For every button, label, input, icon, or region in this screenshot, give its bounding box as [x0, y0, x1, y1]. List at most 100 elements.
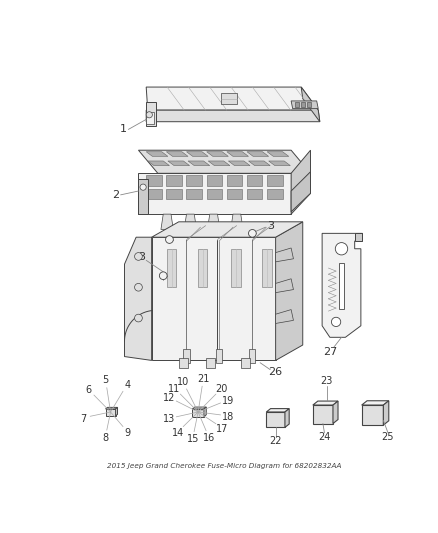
Text: 17: 17 [215, 424, 228, 434]
Polygon shape [207, 189, 222, 199]
Polygon shape [188, 161, 210, 166]
Polygon shape [124, 237, 152, 360]
Polygon shape [355, 233, 362, 241]
Polygon shape [207, 175, 222, 185]
Polygon shape [301, 87, 320, 122]
Text: 16: 16 [203, 433, 215, 443]
Polygon shape [187, 189, 202, 199]
Polygon shape [276, 248, 293, 262]
Text: 21: 21 [198, 374, 210, 384]
Polygon shape [362, 401, 389, 405]
Polygon shape [146, 189, 162, 199]
Polygon shape [192, 409, 204, 417]
Polygon shape [227, 189, 242, 199]
Polygon shape [138, 180, 148, 214]
Polygon shape [138, 173, 291, 214]
Text: 15: 15 [187, 434, 199, 444]
Polygon shape [266, 412, 285, 427]
Text: 13: 13 [163, 415, 175, 424]
Polygon shape [276, 310, 293, 324]
Polygon shape [184, 349, 190, 363]
Circle shape [134, 253, 142, 260]
Polygon shape [146, 110, 148, 122]
Polygon shape [206, 358, 215, 368]
Polygon shape [249, 349, 255, 363]
Text: 3: 3 [138, 252, 145, 262]
Polygon shape [266, 409, 289, 412]
Circle shape [336, 243, 348, 255]
Polygon shape [333, 401, 338, 424]
Polygon shape [166, 175, 182, 185]
Polygon shape [231, 214, 243, 230]
Polygon shape [285, 409, 289, 427]
Polygon shape [268, 161, 290, 166]
Polygon shape [146, 87, 318, 110]
Polygon shape [148, 161, 170, 166]
Text: 22: 22 [269, 436, 282, 446]
Circle shape [146, 112, 152, 118]
Text: 9: 9 [124, 428, 131, 438]
Polygon shape [146, 152, 168, 156]
Polygon shape [146, 102, 155, 126]
Polygon shape [208, 214, 220, 230]
Text: 26: 26 [268, 367, 283, 377]
Polygon shape [322, 233, 362, 337]
Circle shape [248, 230, 256, 237]
Polygon shape [247, 152, 268, 156]
Polygon shape [291, 101, 318, 109]
Polygon shape [106, 409, 116, 416]
Text: 5: 5 [102, 375, 109, 385]
Polygon shape [146, 175, 162, 185]
Polygon shape [267, 152, 289, 156]
Polygon shape [262, 249, 272, 287]
Text: 25: 25 [382, 432, 394, 442]
Circle shape [140, 184, 146, 190]
Polygon shape [187, 175, 202, 185]
Text: 8: 8 [102, 433, 109, 443]
Text: 4: 4 [124, 380, 131, 390]
Polygon shape [166, 189, 182, 199]
Polygon shape [161, 214, 173, 230]
Text: 3: 3 [267, 221, 274, 231]
Polygon shape [152, 222, 303, 237]
Polygon shape [247, 189, 262, 199]
Polygon shape [204, 407, 206, 417]
Text: 20: 20 [215, 384, 228, 394]
Polygon shape [116, 407, 117, 416]
Polygon shape [267, 189, 283, 199]
Polygon shape [184, 214, 197, 230]
Polygon shape [228, 161, 250, 166]
Polygon shape [167, 249, 177, 287]
Text: 2015 Jeep Grand Cherokee Fuse-Micro Diagram for 68202832AA: 2015 Jeep Grand Cherokee Fuse-Micro Diag… [107, 463, 342, 469]
Circle shape [159, 272, 167, 280]
Polygon shape [146, 112, 154, 124]
Polygon shape [301, 102, 305, 107]
Polygon shape [295, 102, 299, 107]
Polygon shape [168, 161, 190, 166]
Circle shape [134, 284, 142, 291]
Polygon shape [247, 175, 262, 185]
Polygon shape [267, 175, 283, 185]
Text: 14: 14 [172, 427, 184, 438]
Polygon shape [179, 358, 188, 368]
Polygon shape [339, 263, 344, 309]
Polygon shape [138, 150, 311, 173]
Polygon shape [192, 407, 206, 409]
Polygon shape [166, 152, 188, 156]
Polygon shape [241, 358, 250, 368]
Polygon shape [307, 102, 311, 107]
Polygon shape [362, 405, 383, 425]
Text: 6: 6 [85, 385, 91, 395]
Polygon shape [291, 150, 311, 214]
Text: 19: 19 [222, 396, 234, 406]
Polygon shape [216, 349, 222, 363]
Text: 2: 2 [112, 190, 119, 200]
Text: 12: 12 [163, 393, 175, 403]
Polygon shape [231, 249, 241, 287]
Polygon shape [248, 161, 270, 166]
Polygon shape [313, 405, 333, 424]
Polygon shape [187, 152, 208, 156]
Text: 11: 11 [168, 384, 180, 394]
Circle shape [166, 236, 173, 244]
Polygon shape [227, 175, 242, 185]
